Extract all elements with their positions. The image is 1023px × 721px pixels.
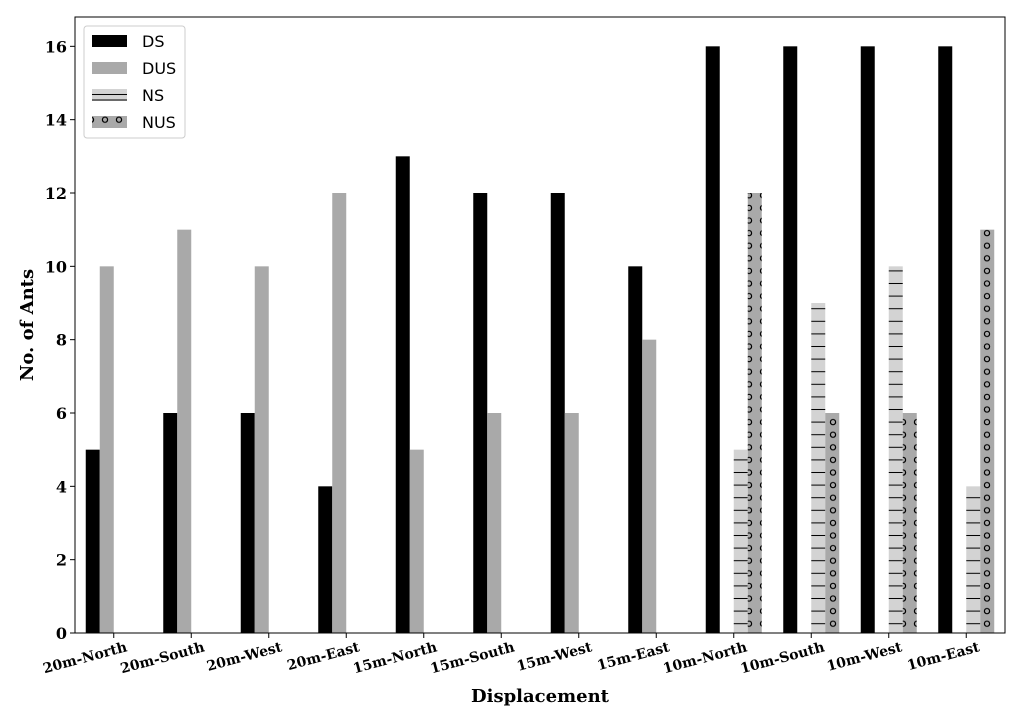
bar-dus-20m-east	[332, 193, 347, 633]
x-tick-label: 10m-North	[661, 639, 748, 677]
y-tick-label: 10	[45, 257, 67, 276]
bars-layer	[85, 46, 995, 634]
x-tick-label: 20m-North	[41, 639, 128, 677]
bar-nus-10m-west	[902, 413, 917, 633]
x-tick-label: 10m-East	[906, 639, 982, 674]
bar-ds-20m-east	[318, 486, 333, 633]
legend-label-nus: NUS	[142, 113, 176, 132]
bar-ds-15m-south	[473, 193, 488, 633]
x-tick-label: 15m-West	[515, 639, 594, 675]
legend-label-ns: NS	[142, 86, 164, 105]
bar-ds-10m-west	[860, 46, 875, 633]
x-tick-label: 10m-South	[739, 639, 827, 677]
x-axis-label: Displacement	[471, 686, 610, 707]
bar-nus-10m-north	[747, 193, 762, 633]
y-tick-label: 6	[56, 404, 67, 423]
legend-swatch-dus	[92, 62, 127, 74]
y-tick-label: 14	[45, 111, 67, 130]
bar-ds-15m-north	[395, 156, 410, 633]
bar-ds-10m-north	[705, 46, 720, 633]
x-tick-label: 15m-South	[429, 639, 517, 677]
bar-ds-20m-west	[240, 413, 255, 633]
legend-label-ds: DS	[142, 32, 164, 51]
y-tick-label: 2	[56, 551, 67, 570]
bar-dus-20m-west	[254, 266, 269, 633]
plot-frame	[74, 16, 1006, 634]
y-tick-label: 12	[45, 184, 67, 203]
legend-box	[83, 25, 186, 139]
legend-label-dus: DUS	[142, 59, 176, 78]
y-axis-ticks: 0 2 4 6 8 10 12 14 16	[45, 37, 75, 643]
x-tick-label: 15m-East	[596, 639, 672, 674]
bar-ds-15m-east	[628, 266, 643, 633]
bar-ds-20m-north	[85, 449, 100, 633]
bar-ds-15m-west	[550, 193, 565, 633]
bar-dus-20m-north	[99, 266, 114, 633]
bar-ns-10m-west	[888, 266, 903, 633]
bar-dus-15m-north	[409, 449, 424, 633]
legend-swatch-nus	[92, 116, 127, 128]
bar-dus-15m-west	[564, 413, 579, 633]
plot-area	[75, 17, 1005, 633]
x-tick-label: 10m-West	[825, 639, 904, 675]
x-tick-label: 15m-North	[351, 639, 438, 677]
y-tick-label: 4	[56, 477, 67, 496]
y-tick-label: 0	[56, 624, 67, 643]
bar-dus-15m-east	[642, 339, 657, 633]
legend: DS DUS NS NUS	[83, 25, 186, 139]
bar-ns-10m-south	[811, 303, 826, 633]
bar-nus-10m-south	[825, 413, 840, 633]
legend-swatch-ns	[92, 89, 127, 101]
bar-ns-10m-north	[733, 449, 748, 633]
bar-nus-10m-east	[980, 229, 995, 634]
bar-dus-20m-south	[177, 229, 192, 634]
legend-swatch-ds	[92, 35, 127, 47]
bar-ds-10m-south	[783, 46, 798, 633]
y-axis-label: No. of Ants	[17, 269, 38, 381]
bar-ds-20m-south	[163, 413, 178, 633]
bar-ds-10m-east	[938, 46, 953, 633]
x-tick-label: 20m-East	[286, 639, 362, 674]
x-tick-label: 20m-West	[205, 639, 284, 675]
x-tick-label: 20m-South	[119, 639, 207, 677]
bar-dus-15m-south	[487, 413, 502, 633]
y-tick-label: 16	[45, 37, 67, 56]
y-tick-label: 8	[56, 331, 67, 350]
bar-ns-10m-east	[966, 486, 981, 633]
